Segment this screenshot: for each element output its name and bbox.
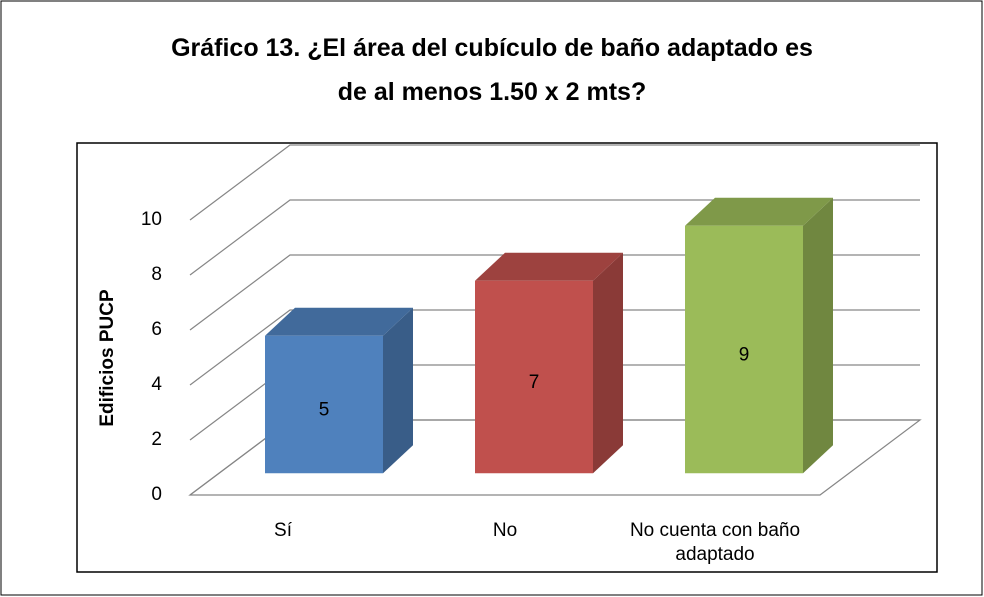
bar-front xyxy=(475,280,593,474)
bar-side xyxy=(593,252,623,474)
bar xyxy=(265,307,413,474)
bar-top xyxy=(475,252,623,281)
x-tick-label: No cuenta con baño adaptado xyxy=(629,520,801,565)
chart-title: Gráfico 13. ¿El área del cubículo de bañ… xyxy=(171,34,813,106)
y-axis-label: Edificios PUCP xyxy=(97,289,118,427)
bar xyxy=(475,252,623,474)
grid-line xyxy=(189,199,920,276)
bar-front xyxy=(685,225,803,474)
bar-front xyxy=(265,335,383,474)
x-tick-label: No xyxy=(492,520,518,541)
data-label: 5 xyxy=(319,400,330,421)
y-tick-label: 8 xyxy=(151,264,162,285)
y-tick-label: 4 xyxy=(151,374,162,395)
data-label: 7 xyxy=(529,372,540,393)
y-tick-label: 0 xyxy=(151,484,162,505)
grid-line xyxy=(189,144,920,221)
bar-side xyxy=(383,307,413,474)
bar-top xyxy=(685,197,833,226)
x-tick-label: Sí xyxy=(274,520,292,541)
bar xyxy=(685,197,833,474)
bar-top xyxy=(265,307,413,336)
y-tick-label: 6 xyxy=(151,319,162,340)
title-box: Gráfico 13. ¿El área del cubículo de bañ… xyxy=(171,34,813,106)
y-tick-label: 10 xyxy=(141,209,162,230)
y-tick-label: 2 xyxy=(151,429,162,450)
plot-frame xyxy=(76,142,938,573)
data-label: 9 xyxy=(739,345,750,366)
bar-side xyxy=(803,197,833,474)
